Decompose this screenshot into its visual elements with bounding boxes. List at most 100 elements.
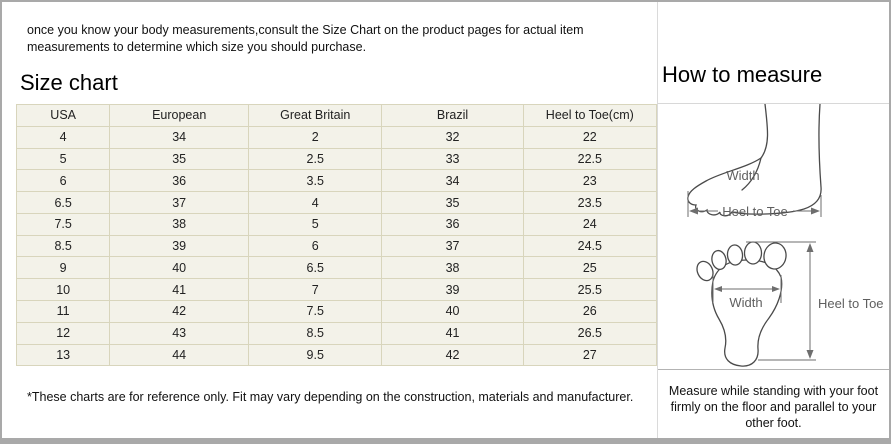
table-cell: 7 [248, 278, 383, 302]
table-row: 12 43 8.5 41 26.5 [15, 321, 658, 345]
table-cell: 38 [109, 212, 250, 236]
toe-big [763, 242, 787, 270]
table-cell: 23 [522, 169, 658, 193]
table-row: 6 36 3.5 34 23 [15, 169, 658, 193]
table-cell: 10 [15, 278, 111, 302]
table-cell: 22 [522, 125, 658, 149]
table-cell: 39 [381, 278, 524, 302]
table-cell: 42 [109, 300, 250, 323]
table-cell: 35 [109, 147, 250, 171]
measure-note: Measure while standing with your foot fi… [658, 369, 889, 438]
toe-second [743, 241, 763, 265]
table-cell: 3.5 [248, 169, 383, 193]
table-cell: 24.5 [522, 234, 658, 258]
table-cell: 8.5 [248, 321, 383, 345]
table-cell: 23.5 [522, 191, 658, 214]
intro-text: once you know your body measurements,con… [27, 23, 584, 54]
size-chart-title: Size chart [20, 70, 118, 95]
table-cell: 35 [381, 191, 524, 214]
table-cell: 38 [381, 256, 524, 280]
table-cell: 9.5 [248, 343, 383, 367]
column-header: Great Britain [248, 104, 383, 127]
table-cell: 26 [522, 300, 658, 323]
table-cell: 7.5 [248, 300, 383, 323]
toe-fourth [711, 249, 727, 271]
table-row: 11 42 7.5 40 26 [15, 300, 658, 323]
column-header: Heel to Toe(cm) [522, 104, 658, 127]
how-to-measure-title: How to measure [662, 62, 823, 87]
table-cell: 5 [15, 147, 111, 171]
size-chart-section: once you know your body measurements,con… [2, 2, 658, 438]
table-cell: 32 [381, 125, 524, 149]
side-length-label: Heel to Toe [722, 204, 788, 219]
table-cell: 6.5 [248, 256, 383, 280]
sole-length-arrowhead-top [806, 243, 814, 252]
table-cell: 44 [109, 343, 250, 367]
table-cell: 8.5 [15, 234, 111, 258]
table-cell: 22.5 [522, 147, 658, 171]
table-cell: 40 [381, 300, 524, 323]
table-cell: 24 [522, 212, 658, 236]
column-header: European [109, 104, 250, 127]
table-cell: 13 [15, 343, 111, 367]
table-cell: 9 [15, 256, 111, 280]
table-cell: 5 [248, 212, 383, 236]
size-table-body: 4 34 2 32 22 5 35 2.5 33 22.5 6 36 3.5 34 23 6.5 37 4 35 23… [15, 125, 658, 367]
table-row: 4 34 2 32 22 [15, 125, 658, 149]
sole-width-arrowhead-right [772, 286, 780, 292]
foot-sole-outline [711, 259, 783, 367]
table-cell: 27 [522, 343, 658, 367]
table-cell: 40 [109, 256, 250, 280]
table-cell: 6.5 [15, 191, 111, 214]
table-cell: 25 [522, 256, 658, 280]
table-cell: 4 [248, 191, 383, 214]
table-cell: 2 [248, 125, 383, 149]
table-cell: 7.5 [15, 212, 111, 236]
side-arrowhead-left [689, 207, 698, 215]
table-cell: 34 [109, 125, 250, 149]
table-cell: 37 [109, 191, 250, 214]
sole-width-label: Width [729, 295, 762, 310]
measure-diagrams: Width Heel to Toe [658, 103, 889, 369]
table-cell: 6 [15, 169, 111, 193]
table-row: 10 41 7 39 25.5 [15, 278, 658, 302]
toe-middle [726, 244, 744, 266]
table-row: 13 44 9.5 42 27 [15, 343, 658, 367]
table-cell: 36 [109, 169, 250, 193]
column-header: USA [15, 104, 111, 127]
side-width-label: Width [726, 168, 759, 183]
side-arrowhead-right [811, 207, 820, 215]
footnote: *These charts are for reference only. Fi… [27, 390, 634, 405]
table-cell: 2.5 [248, 147, 383, 171]
table-cell: 34 [381, 169, 524, 193]
sole-width-arrowhead-left [714, 286, 722, 292]
foot-side-view-diagram: Width Heel to Toe [687, 104, 822, 219]
table-cell: 41 [109, 278, 250, 302]
table-row: 9 40 6.5 38 25 [15, 256, 658, 280]
sole-length-label: Heel to Toe [818, 296, 884, 311]
table-cell: 41 [381, 321, 524, 345]
size-table: USA European Great Britain Brazil Heel to To… [15, 104, 658, 367]
table-cell: 26.5 [522, 321, 658, 345]
table-cell: 39 [109, 234, 250, 258]
foot-side-outline [687, 104, 822, 217]
table-row: 5 35 2.5 33 22.5 [15, 147, 658, 171]
table-cell: 11 [15, 300, 111, 323]
table-cell: 6 [248, 234, 383, 258]
table-cell: 25.5 [522, 278, 658, 302]
table-row: 6.5 37 4 35 23.5 [15, 191, 658, 214]
how-to-measure-section: How to measure Width Heel to Toe [658, 2, 889, 438]
table-cell: 42 [381, 343, 524, 367]
table-cell: 4 [15, 125, 111, 149]
column-header: Brazil [381, 104, 524, 127]
table-cell: 43 [109, 321, 250, 345]
toe-small [696, 260, 714, 282]
foot-sole-view-diagram: Width Heel to Toe [696, 241, 884, 367]
table-cell: 33 [381, 147, 524, 171]
table-row: 7.5 38 5 36 24 [15, 212, 658, 236]
table-row: 8.5 39 6 37 24.5 [15, 234, 658, 258]
table-cell: 12 [15, 321, 111, 345]
table-cell: 37 [381, 234, 524, 258]
foot-ball-curve [741, 157, 762, 191]
